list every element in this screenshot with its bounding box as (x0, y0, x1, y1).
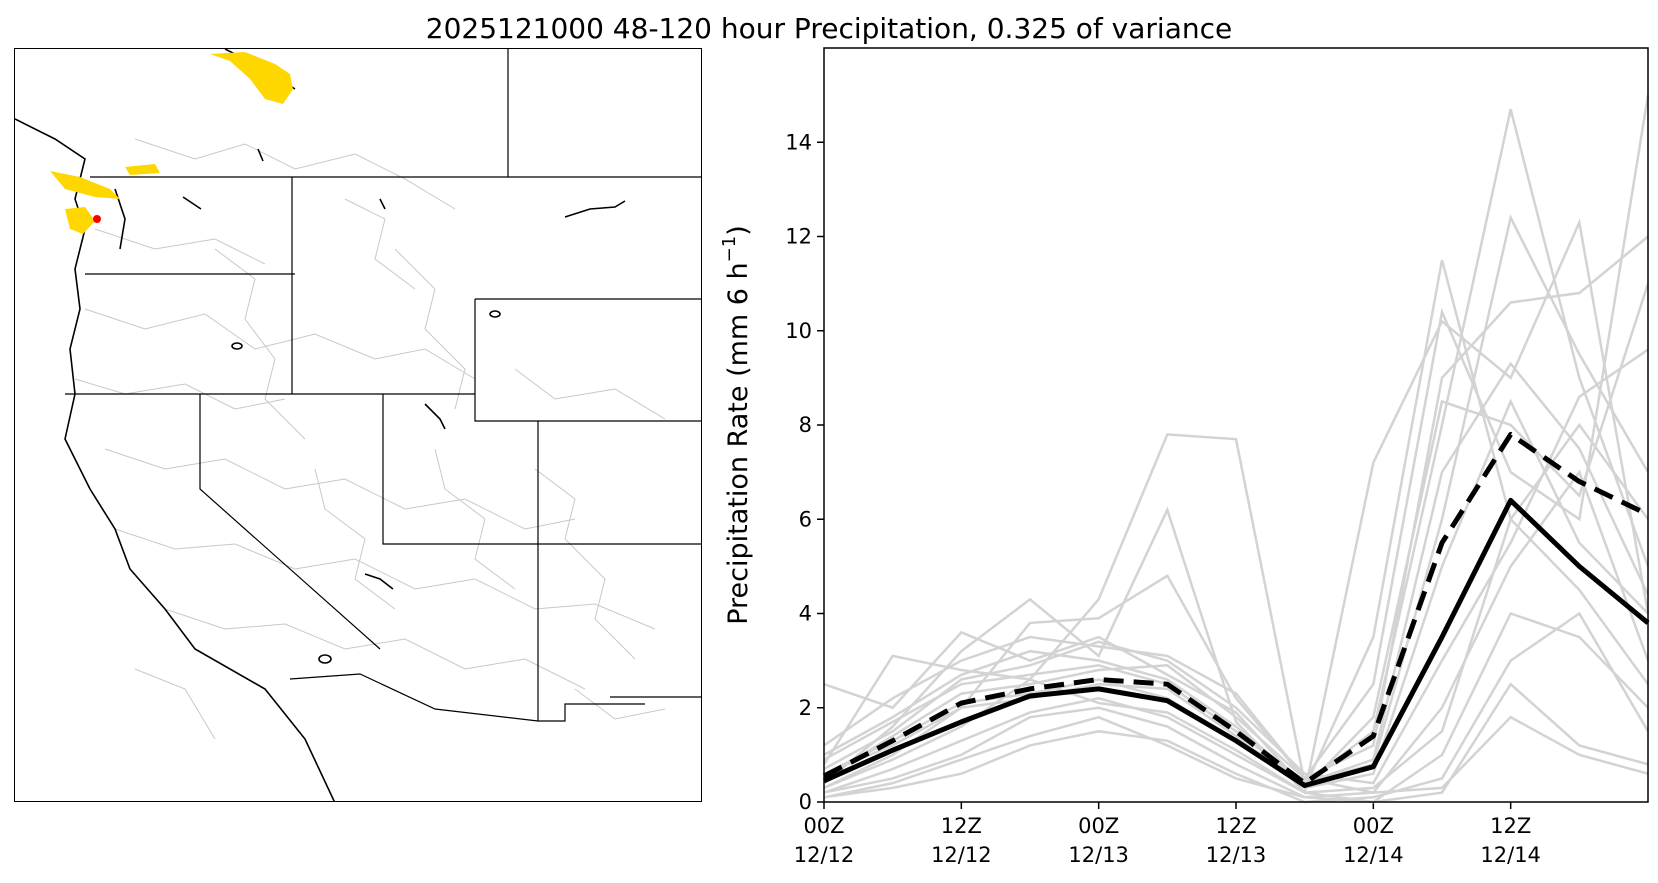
y-tick-label: 10 (785, 319, 812, 343)
y-axis-label: Precipitation Rate (mm 6 h−1) (719, 225, 754, 625)
x-tick-label-date: 12/12 (931, 843, 992, 867)
y-tick-label: 8 (799, 413, 812, 437)
page-title: 2025121000 48-120 hour Precipitation, 0.… (425, 12, 1233, 45)
x-tick-label-time: 12Z (941, 814, 982, 838)
highlight-line-dashed (822, 431, 1650, 786)
highlight-region-peninsula (65, 207, 95, 234)
ensemble-member-line (823, 218, 1650, 796)
map-svg (15, 49, 701, 801)
x-tick-label-date: 12/13 (1206, 843, 1267, 867)
y-axis-label-close: ) (723, 225, 754, 236)
x-tick-label-time: 00Z (803, 814, 844, 838)
y-tick-label: 4 (799, 602, 812, 626)
y-axis: 0 2 4 6 8 10 12 14 (785, 130, 824, 814)
x-tick-label-date: 12/14 (1343, 843, 1404, 867)
lakes (182, 148, 626, 664)
highlight-region-north (210, 52, 293, 104)
y-axis-label-sup: −1 (719, 236, 740, 263)
ensemble-member-line (823, 469, 1650, 799)
highlight-series (822, 431, 1650, 789)
ensemble-member-line (823, 635, 1649, 794)
x-tick-label-time: 00Z (1353, 814, 1394, 838)
y-tick-label: 2 (799, 696, 812, 720)
x-axis: 00Z 12/12 12Z 12/12 00Z 12/13 12Z 12/13 00Z 12/14… (794, 802, 1541, 867)
peak-region (93, 215, 101, 223)
ensemble-member-line (823, 611, 1649, 804)
ensemble-members (822, 94, 1650, 804)
x-tick-label-date: 12/13 (1068, 843, 1129, 867)
x-tick-label-date: 12/12 (794, 843, 855, 867)
ensemble-member-line (823, 611, 1650, 804)
y-tick-label: 6 (799, 507, 812, 531)
x-tick-label-time: 12Z (1490, 814, 1531, 838)
plot-frame (823, 47, 1649, 803)
ensemble-member-line (823, 94, 1650, 781)
highlight-region-strait (125, 164, 160, 175)
ensemble-member-line (823, 108, 1650, 785)
ensemble-member-line (823, 235, 1649, 789)
y-tick-label: 12 (785, 225, 812, 249)
ensemble-member-line (823, 516, 1650, 794)
ensemble-member-line (823, 348, 1649, 785)
x-tick-label-time: 12Z (1215, 814, 1256, 838)
highlight-region-coast (50, 171, 120, 199)
y-tick-label: 14 (785, 130, 812, 154)
y-tick-label: 0 (799, 790, 812, 814)
state-boundaries (65, 49, 701, 722)
x-tick-label-time: 00Z (1078, 814, 1119, 838)
ensemble-member-line (823, 682, 1649, 804)
ensemble-member-line (822, 213, 1650, 785)
map-panel (14, 48, 702, 802)
y-axis-label-main: Precipitation Rate (mm 6 h (723, 262, 754, 624)
precip-highlight (50, 52, 293, 234)
x-tick-label-date: 12/14 (1480, 843, 1541, 867)
ensemble-member-line (823, 259, 1650, 791)
ensemble-member-line (823, 361, 1650, 785)
highlight-line-solid (822, 497, 1650, 789)
